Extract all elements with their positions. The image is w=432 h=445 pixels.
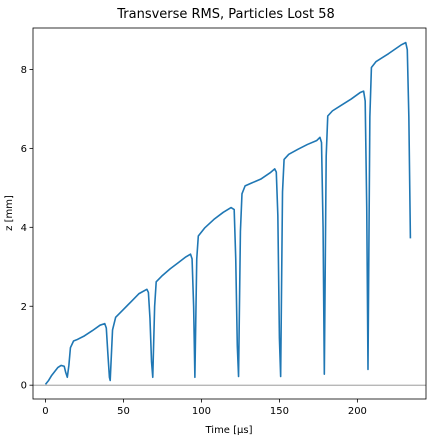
x-tick-label: 100 (192, 406, 211, 417)
x-axis-label: Time [μs] (204, 425, 252, 436)
chart-title: Transverse RMS, Particles Lost 58 (116, 7, 335, 22)
plot-frame (32, 27, 427, 400)
y-tick-label: 4 (21, 223, 27, 234)
y-axis-label: z [mm] (4, 195, 15, 231)
y-tick-label: 8 (21, 65, 27, 76)
x-tick-label: 50 (117, 406, 130, 417)
y-tick-label: 0 (21, 381, 27, 392)
series-line-0 (44, 41, 412, 385)
x-tick-label: 200 (348, 406, 367, 417)
x-tick-label: 150 (270, 406, 289, 417)
x-tick-label: 0 (42, 406, 48, 417)
y-tick-label: 2 (21, 302, 27, 313)
y-tick-label: 6 (21, 144, 27, 155)
